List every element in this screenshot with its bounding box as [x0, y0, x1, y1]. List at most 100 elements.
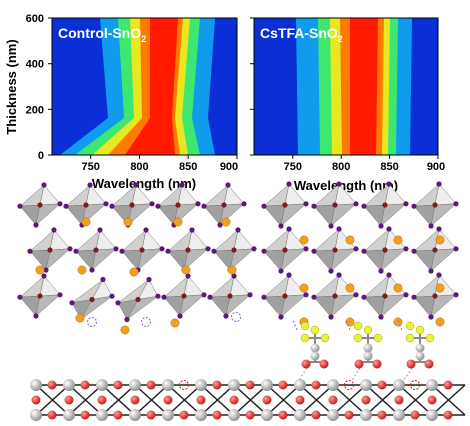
halide-atom	[386, 226, 392, 232]
heatmap-cstfa-emission-bands	[296, 18, 412, 155]
halide-atom	[336, 181, 342, 187]
oxygen-atom	[394, 395, 404, 405]
halide-atom	[311, 248, 317, 254]
halide-atom	[428, 223, 434, 229]
a-site-cation	[173, 217, 183, 227]
halide-atom	[100, 276, 106, 283]
halide-atom	[119, 248, 125, 254]
fluorine-atom	[405, 321, 415, 331]
halide-atom	[51, 227, 57, 233]
halide-atom	[17, 203, 23, 209]
x-tick-750: 750	[284, 161, 302, 173]
halide-atom	[149, 201, 155, 207]
oxygen-atom	[130, 395, 140, 405]
halide-atom	[278, 268, 284, 274]
octahedron	[261, 272, 309, 320]
oxygen-atom	[406, 359, 416, 369]
y-tick-0: 0	[38, 150, 44, 162]
a-site-cation	[221, 217, 231, 227]
b-site-atom	[181, 293, 187, 299]
oxygen-atom	[361, 395, 371, 405]
oxygen-atom	[278, 410, 288, 420]
halide-atom	[453, 201, 459, 207]
carbon-atom	[363, 343, 373, 353]
heatmap-cstfa: CsTFA-SnO2 750 800 850 900 Wavelength (n…	[250, 17, 445, 193]
oxygen-atom	[113, 380, 123, 390]
oxygen-atom	[80, 380, 90, 390]
heatmap-control-xlabel: Wavelength (nm)	[92, 176, 196, 191]
halide-atom	[225, 182, 231, 188]
octahedron	[119, 227, 165, 273]
octahedron	[261, 226, 309, 274]
halide-atom	[303, 292, 309, 298]
vacancy-marker	[87, 317, 97, 327]
oxygen-atom	[372, 359, 382, 369]
tfa-molecule	[345, 319, 383, 381]
tin-atom	[195, 409, 207, 421]
heatmap-cstfa-x-ticks: 750 800 850 900	[284, 155, 445, 173]
fluorine-atom	[363, 325, 373, 335]
b-site-atom	[135, 296, 141, 303]
a-site-cation	[435, 235, 445, 245]
fluorine-atom	[405, 333, 415, 343]
heatmap-cstfa-title: CsTFA-SnO2	[260, 25, 343, 44]
halide-atom	[124, 316, 130, 323]
halide-atom	[328, 268, 334, 274]
a-site-cation	[435, 283, 445, 293]
halide-atom	[33, 222, 39, 228]
halide-atom	[103, 201, 109, 207]
x-tick-800: 800	[130, 161, 148, 173]
halide-atom	[428, 314, 434, 320]
octahedron	[165, 227, 211, 273]
halide-atom	[109, 293, 115, 299]
carbon-atom	[363, 351, 373, 361]
halide-atom	[378, 268, 384, 274]
halide-atom	[278, 314, 284, 320]
halide-atom	[223, 313, 229, 319]
a-site-cation	[35, 265, 45, 275]
fluorine-atom	[320, 333, 330, 343]
halide-atom	[261, 203, 267, 209]
oxygen-atom	[262, 395, 272, 405]
fluorine-atom	[353, 321, 363, 331]
oxygen-vacancy	[344, 380, 354, 390]
tin-atom	[228, 379, 240, 391]
oxygen-atom	[47, 380, 57, 390]
halide-atom	[146, 276, 152, 283]
halide-atom	[41, 273, 47, 279]
octahedron	[27, 227, 73, 273]
fluorine-atom	[300, 333, 310, 343]
heatmap-control-x-ticks: 750 800 850 900	[82, 155, 238, 173]
halide-atom	[201, 292, 207, 298]
halide-atom	[411, 203, 417, 209]
halide-atom	[89, 267, 95, 273]
octahedron	[311, 272, 359, 320]
oxygen-atom	[443, 380, 453, 390]
b-site-atom	[282, 293, 288, 299]
oxygen-atom	[301, 359, 311, 369]
halide-atom	[261, 294, 267, 300]
octahedron	[161, 273, 207, 319]
a-site-cation	[345, 283, 355, 293]
octahedron	[201, 182, 247, 228]
oxygen-atom	[278, 380, 288, 390]
heatmap-control-emission-bands	[60, 18, 215, 155]
b-site-atom	[221, 202, 227, 208]
oxygen-atom	[424, 359, 434, 369]
halide-atom	[286, 181, 292, 187]
x-tick-900: 900	[427, 161, 445, 173]
a-site-cation	[435, 317, 445, 327]
halide-atom	[411, 248, 417, 254]
halide-atom	[159, 246, 165, 252]
heatmap-cstfa-y-ticks	[250, 17, 254, 156]
halide-atom	[286, 272, 292, 278]
b-site-atom	[231, 247, 237, 253]
halide-atom	[115, 300, 121, 306]
a-site-cation	[393, 283, 403, 293]
halide-atom	[328, 223, 334, 229]
vacancy-marker	[231, 312, 241, 322]
oxygen-vacancy	[179, 380, 189, 390]
a-site-cation	[77, 265, 87, 275]
halide-atom	[353, 292, 359, 298]
tin-atom	[393, 409, 405, 421]
